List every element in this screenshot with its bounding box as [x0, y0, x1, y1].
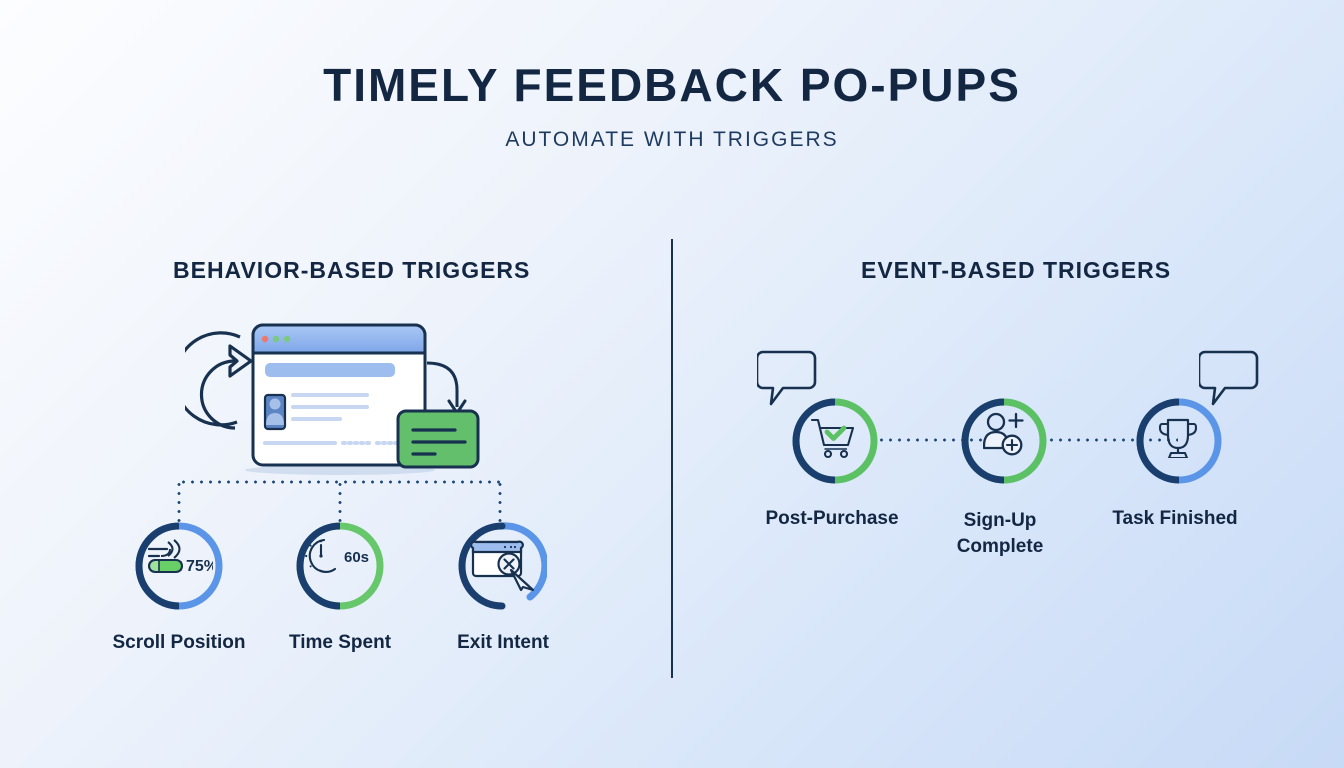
svg-text:75%: 75% — [186, 558, 213, 574]
svg-text:60s: 60s — [344, 549, 369, 566]
